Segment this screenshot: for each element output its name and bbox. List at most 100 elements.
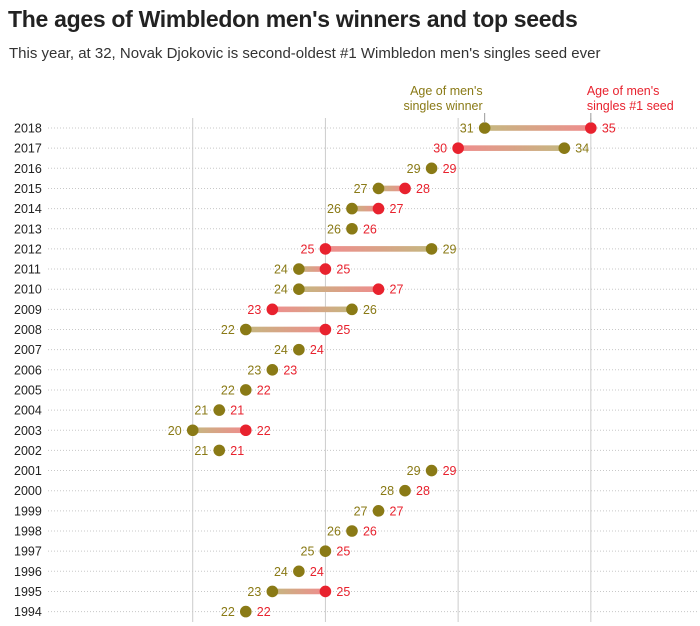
winner-point <box>346 303 358 316</box>
winner-value-label: 26 <box>327 222 341 236</box>
seed-point <box>239 424 252 437</box>
seed-value-label: 21 <box>230 444 244 458</box>
winner-point <box>293 283 305 296</box>
seed-value-label: 26 <box>363 525 377 539</box>
year-label: 2002 <box>14 444 42 458</box>
seed-value-label: 23 <box>247 303 261 317</box>
year-label: 2008 <box>14 323 42 337</box>
seed-value-label: 26 <box>363 222 377 236</box>
winner-point <box>293 263 305 275</box>
seed-value-label: 25 <box>336 323 350 337</box>
winner-value-label: 31 <box>460 122 474 136</box>
winner-value-label: 29 <box>407 162 421 176</box>
winner-point <box>239 605 252 618</box>
winner-value-label: 24 <box>274 263 288 277</box>
winner-point <box>478 122 491 134</box>
year-labels: 2018 2017 2016 2015 2014 2013 2012 2011 2010 2009… <box>14 122 42 620</box>
winner-value-label: 27 <box>354 182 368 196</box>
year-label: 2006 <box>14 363 42 377</box>
year-label: 2014 <box>14 202 42 216</box>
chart-subtitle: This year, at 32, Novak Djokovic is seco… <box>9 45 601 62</box>
winner-point <box>558 142 571 154</box>
winner-point <box>266 585 279 598</box>
winner-value-label: 21 <box>194 444 208 458</box>
year-label: 1998 <box>14 525 42 539</box>
year-label: 2018 <box>14 122 42 136</box>
year-label: 2011 <box>14 263 41 277</box>
year-label: 2005 <box>14 383 42 397</box>
winner-value-label: 34 <box>575 142 589 156</box>
connector-bar <box>245 326 326 333</box>
connector-bar <box>378 185 406 192</box>
winner-value-label: 22 <box>221 323 235 337</box>
winner-point <box>372 182 385 195</box>
seed-value-label: 25 <box>336 585 350 599</box>
legend-seed-text: singles #1 seed <box>587 99 674 113</box>
seed-value-label: 25 <box>336 545 350 559</box>
seed-value-label: 27 <box>390 504 404 518</box>
winner-point <box>213 404 226 416</box>
seed-value-label: 25 <box>301 242 315 256</box>
winner-point <box>425 464 438 477</box>
winner-value-label: 29 <box>443 242 457 256</box>
seed-value-label: 22 <box>257 605 271 619</box>
winner-value-label: 26 <box>327 202 341 216</box>
winner-point <box>372 505 385 517</box>
legend-winner-text: singles winner <box>403 99 482 113</box>
seed-value-label: 25 <box>336 263 350 277</box>
winner-value-label: 21 <box>194 404 208 418</box>
grid <box>48 118 697 622</box>
seed-value-label: 22 <box>257 383 271 397</box>
winner-value-label: 26 <box>363 303 377 317</box>
winner-value-label: 27 <box>354 504 368 518</box>
winner-point <box>239 323 252 336</box>
winner-point <box>213 444 226 457</box>
seed-value-label: 21 <box>230 404 244 418</box>
winner-value-label: 22 <box>221 605 235 619</box>
year-label: 2016 <box>14 162 42 176</box>
seed-value-label: 22 <box>257 424 271 438</box>
seed-value-label: 28 <box>416 182 430 196</box>
legend-winner-text: Age of men's <box>410 84 483 98</box>
winner-point <box>293 565 305 578</box>
chart-title: The ages of Wimbledon men's winners and … <box>8 6 578 32</box>
year-label: 2007 <box>14 343 42 357</box>
winner-value-label: 24 <box>274 565 288 579</box>
seed-value-label: 24 <box>310 343 324 357</box>
connector-bar <box>298 266 326 272</box>
winner-value-label: 26 <box>327 525 341 539</box>
winner-point <box>399 484 411 497</box>
seed-point <box>399 182 411 195</box>
year-label: 2003 <box>14 424 42 438</box>
connector-bar <box>325 246 432 252</box>
value-labels: 31 35 30 34 29 29 27 28 26 27 26 26 25 29 24 25 24 27 23 26… <box>168 122 616 620</box>
winner-value-label: 25 <box>301 545 315 559</box>
winner-value-label: 28 <box>380 484 394 498</box>
connector-bar <box>298 286 379 292</box>
year-label: 2009 <box>14 303 42 317</box>
connector-bar <box>458 145 565 151</box>
seed-value-label: 29 <box>443 162 457 176</box>
winner-value-label: 24 <box>274 283 288 297</box>
year-label: 2012 <box>14 242 42 256</box>
winner-point <box>293 343 305 356</box>
year-label: 1995 <box>14 585 42 599</box>
seed-point <box>372 283 385 296</box>
seed-value-label: 29 <box>443 464 457 478</box>
connector-bar <box>192 427 246 434</box>
seed-point <box>319 243 332 255</box>
winner-point <box>266 364 279 376</box>
winner-point <box>319 545 332 557</box>
winner-value-label: 20 <box>168 424 182 438</box>
year-label: 2015 <box>14 182 42 196</box>
connector-bar <box>272 306 352 313</box>
year-label: 2000 <box>14 484 42 498</box>
winner-value-label: 23 <box>247 363 261 377</box>
winner-point <box>186 424 199 437</box>
winner-point <box>425 162 438 175</box>
seed-point <box>319 585 332 598</box>
year-label: 2001 <box>14 464 42 478</box>
seed-point <box>452 142 464 154</box>
winner-point <box>346 202 358 215</box>
